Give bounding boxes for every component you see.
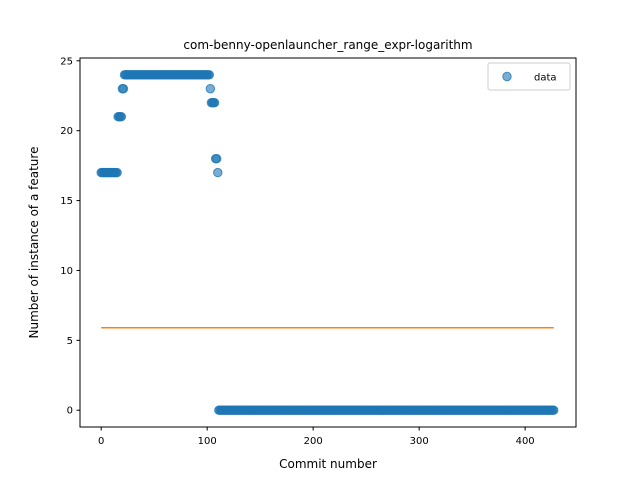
data-point [206,85,214,93]
legend-box [488,63,570,90]
data-point [214,168,222,176]
x-tick-label: 200 [304,436,323,447]
legend: data [488,63,570,90]
x-tick-label: 400 [516,436,535,447]
data-point [210,99,218,107]
x-tick-label: 0 [98,436,104,447]
data-point [550,406,558,414]
data-point [213,154,221,162]
x-tick-label: 100 [198,436,217,447]
y-tick-label: 25 [60,56,73,67]
y-axis-title: Number of instance of a feature [27,147,41,339]
legend-label: data [534,73,557,84]
x-tick-label: 300 [410,436,429,447]
y-tick-label: 15 [60,196,73,207]
data-point [117,113,125,121]
legend-marker [503,72,511,80]
y-tick-label: 20 [60,126,73,137]
y-tick-label: 5 [67,336,73,347]
data-point [205,71,213,79]
x-axis-title: Commit number [279,457,377,471]
data-point [119,85,127,93]
chart-title: com-benny-openlauncher_range_expr-logari… [183,38,472,52]
y-tick-label: 0 [67,406,73,417]
y-tick-label: 10 [60,266,73,277]
data-point [113,168,121,176]
